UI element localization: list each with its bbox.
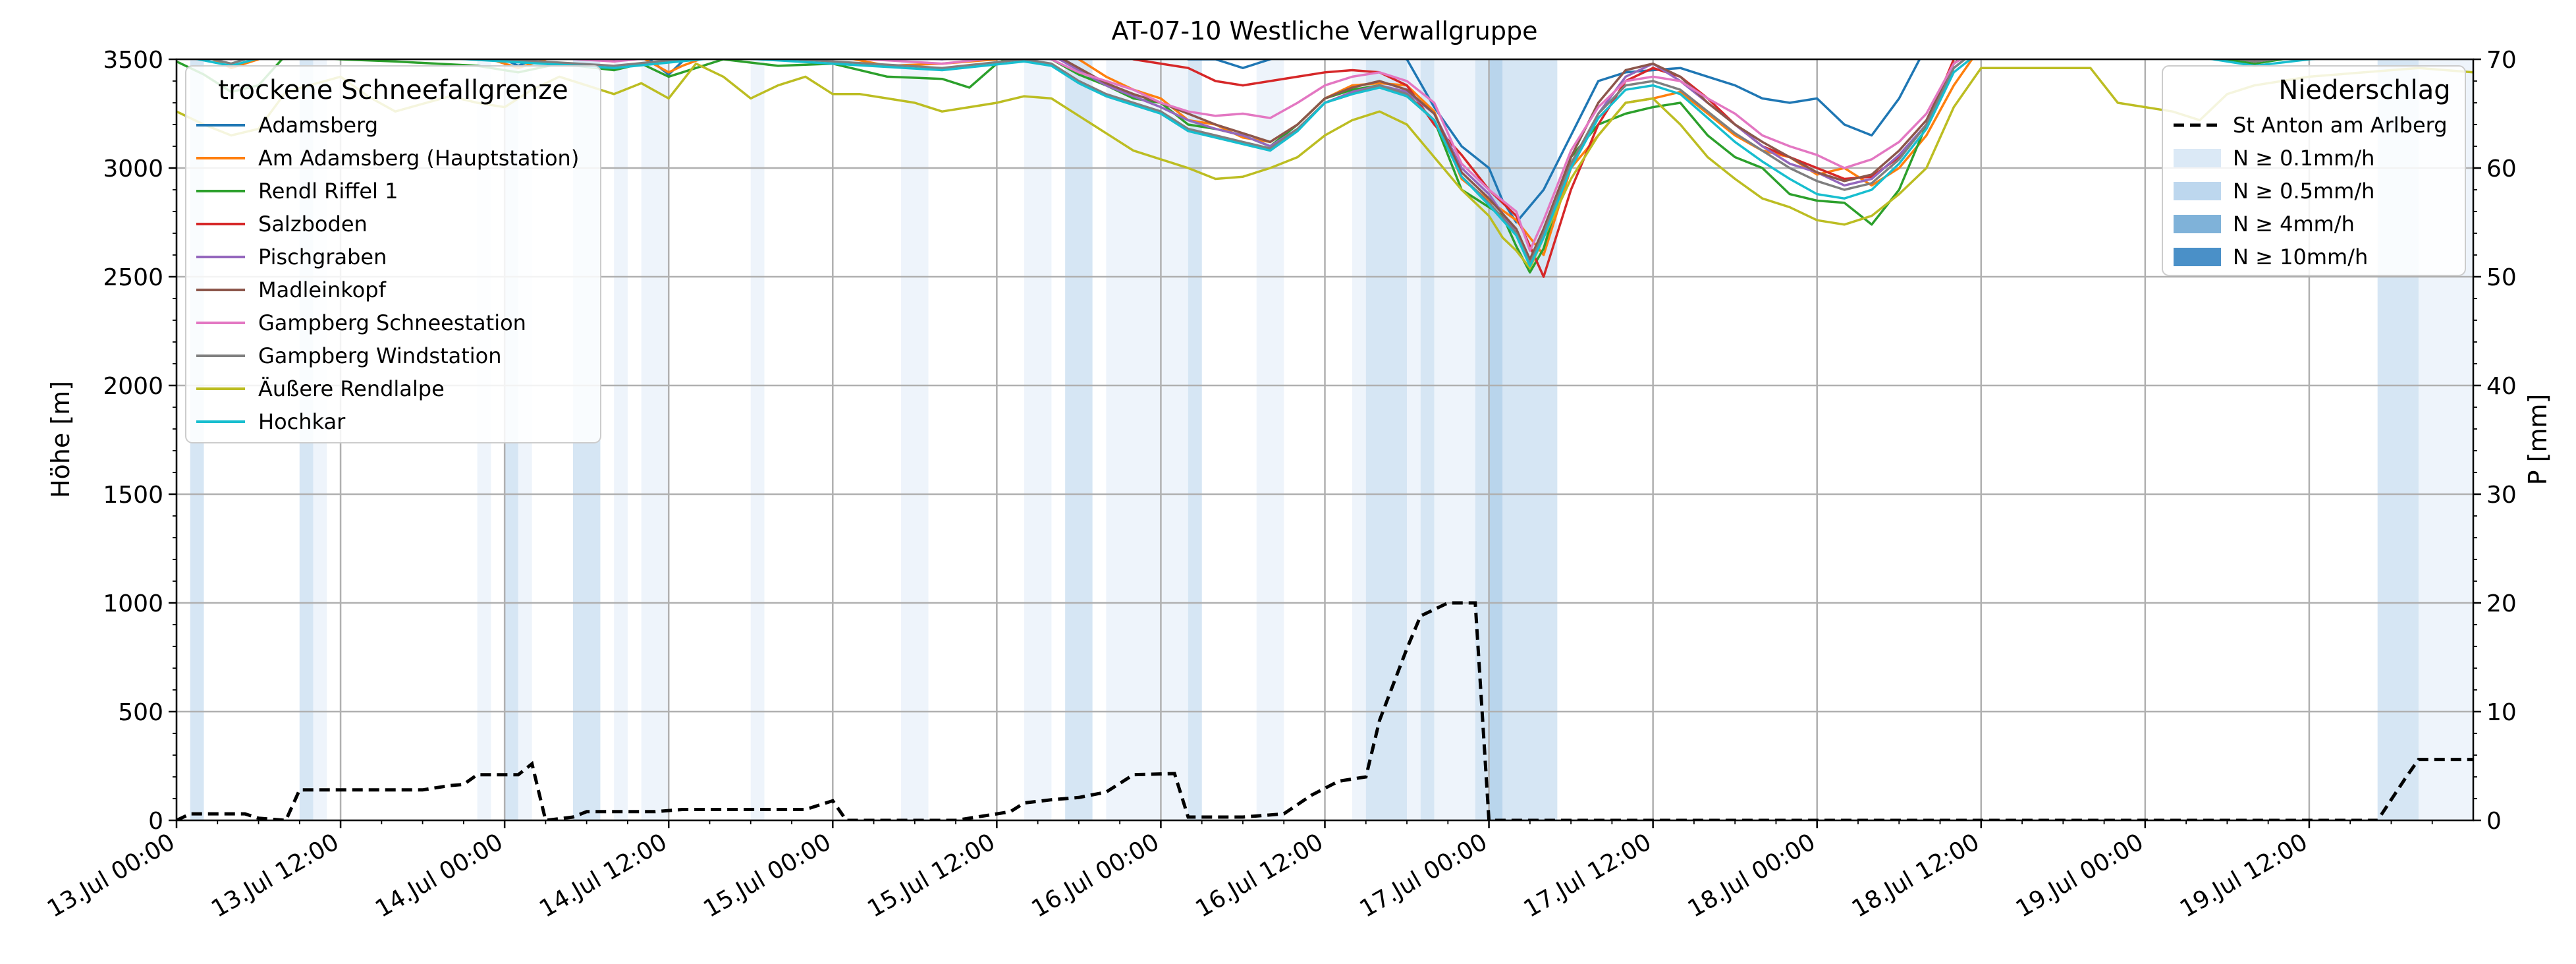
y-right-tick-label-3: 30 [2486,482,2517,509]
legend-band-swatch-2 [2174,215,2221,233]
legend-precipitation-box [2162,65,2466,276]
legend-band-label-3: N ≥ 10mm/h [2233,244,2368,269]
y-tick-label-7: 3500 [103,47,163,74]
precip-band-13 [1106,59,1161,820]
y-right-tick-label-1: 10 [2486,699,2517,726]
y-right-tick-label-0: 0 [2486,808,2502,835]
precip-band-24 [1502,59,1558,820]
precip-band-22 [1475,59,1489,820]
y-tick-label-4: 2000 [103,373,163,400]
y-axis-label: Höhe [m] [46,381,75,498]
y-right-tick-label-4: 40 [2486,373,2517,400]
precip-band-12 [1065,59,1093,820]
precip-band-19 [1407,59,1421,820]
legend-entry-6: Gampberg Schneestation [258,310,526,335]
legend-entry-2: Rendl Riffel 1 [258,179,398,204]
chart-title: AT-07-10 Westliche Verwallgruppe [1112,16,1538,45]
precip-band-20 [1420,59,1435,820]
legend-band-swatch-3 [2174,248,2221,266]
y-tick-label-0: 0 [148,808,163,835]
legend-entry-1: Am Adamsberg (Hauptstation) [258,146,579,171]
legend-entry-0: Adamsberg [258,113,378,138]
series-line-gampberg-schneestation [226,59,2283,252]
legend-precip-line-label: St Anton am Arlberg [2233,113,2448,138]
y-right-tick-label-5: 50 [2486,264,2517,291]
legend-band-label-1: N ≥ 0.5mm/h [2233,179,2374,204]
precipitation-series [177,601,2473,820]
y-right-tick-label-6: 60 [2486,156,2517,183]
precip-band-23 [1489,59,1503,820]
y-tick-label-5: 2500 [103,264,163,291]
precip-band-16 [1256,59,1284,820]
y-axis-label-right: P [mm] [2523,394,2552,486]
precip-band-21 [1434,59,1475,820]
y-tick-label-1: 500 [118,699,163,726]
legend-precipitation: Niederschlag St Anton am Arlberg N ≥ 0.1m… [2162,65,2466,276]
precip-band-10 [901,59,929,820]
legend-entry-9: Hochkar [258,409,346,434]
legend-entry-5: Madleinkopf [258,277,387,302]
legend-entry-3: Salzboden [258,212,368,237]
precip-line-st-anton [177,601,2473,820]
legend-band-label-2: N ≥ 4mm/h [2233,212,2355,237]
precip-band-9 [750,59,765,820]
legend-entry-7: Gampberg Windstation [258,343,502,368]
legend-entry-4: Pischgraben [258,244,387,269]
legend-snowline-title: trockene Schneefallgrenze [218,75,568,105]
legend-band-label-0: N ≥ 0.1mm/h [2233,146,2374,171]
precip-band-17 [1352,59,1366,820]
legend-snowline-box [185,65,601,443]
y-right-tick-label-2: 20 [2486,590,2517,617]
precip-band-15 [1188,59,1202,820]
precip-band-7 [614,59,628,820]
series-line-adamsberg [202,59,1921,224]
legend-band-swatch-0 [2174,149,2221,167]
legend-precipitation-title: Niederschlag [2278,75,2450,105]
y-right-tick-label-7: 70 [2486,47,2517,74]
precip-band-18 [1365,59,1408,820]
legend-entry-8: Äußere Rendlalpe [258,376,445,401]
precip-band-8 [641,59,669,820]
y-tick-label-3: 1500 [103,482,163,509]
series-line-gampberg-windstation [207,59,2283,265]
legend-snowline: trockene Schneefallgrenze Adamsberg Am Ad… [185,65,601,443]
y-tick-label-2: 1000 [103,590,163,617]
y-tick-label-6: 3000 [103,156,163,183]
legend-band-swatch-1 [2174,182,2221,200]
precip-band-11 [1024,59,1052,820]
series-line-madleinkopf [1060,59,2262,261]
series-line-hochkar [192,59,2324,268]
